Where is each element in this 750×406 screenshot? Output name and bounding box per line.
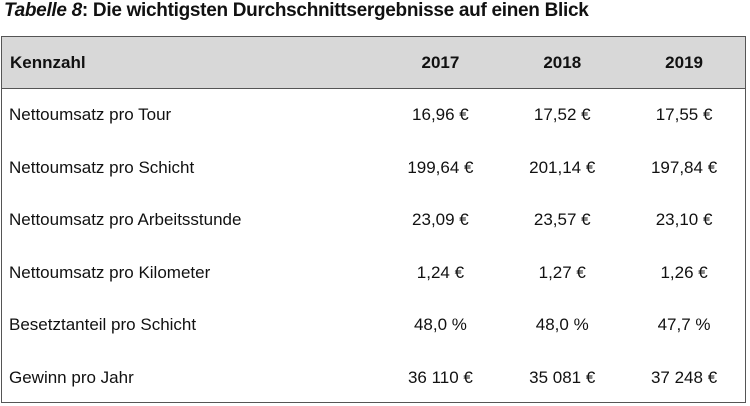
cell-2018: 1,27 € xyxy=(538,262,586,282)
caption-label: Tabelle 8 xyxy=(4,0,82,21)
cell-2018: 201,14 € xyxy=(529,157,596,177)
cell-2019: 197,84 € xyxy=(650,157,718,177)
results-table: Kennzahl 2017 2018 2019 Nettoumsatz pro … xyxy=(1,36,746,403)
cell-2017: 199,64 € xyxy=(407,157,474,177)
cell-2017: 36 110 € xyxy=(407,367,473,387)
cell-2019: 37 248 € xyxy=(650,367,718,387)
header-2019: 2019 xyxy=(665,52,703,72)
table-row: Nettoumsatz pro Schicht 199,64 € 201,14 … xyxy=(2,142,745,195)
table-row: Nettoumsatz pro Tour 16,96 € 17,52 € 17,… xyxy=(2,89,745,142)
table-row: Gewinn pro Jahr 36 110 € 35 081 € 37 248… xyxy=(2,352,745,405)
cell-2017: 1,24 € xyxy=(416,262,465,282)
header-2017: 2017 xyxy=(421,52,460,72)
header-kennzahl: Kennzahl xyxy=(10,52,86,72)
cell-2019: 17,55 € xyxy=(655,105,713,125)
cell-2017: 48,0 % xyxy=(413,315,467,335)
header-2018: 2018 xyxy=(543,52,582,72)
row-label: Nettoumsatz pro Schicht xyxy=(9,157,195,177)
cell-2018: 23,57 € xyxy=(533,210,591,230)
table-row: Nettoumsatz pro Kilometer 1,24 € 1,27 € … xyxy=(2,247,745,300)
cell-2019: 47,7 % xyxy=(657,315,711,335)
row-label: Nettoumsatz pro Arbeitsstunde xyxy=(9,210,242,230)
table-caption: Tabelle 8: Die wichtigsten Durchschnitts… xyxy=(4,0,589,22)
table-header-row: Kennzahl 2017 2018 2019 xyxy=(2,37,745,89)
caption-text: : Die wichtigsten Durchschnittsergebniss… xyxy=(81,0,589,21)
table-row: Nettoumsatz pro Arbeitsstunde 23,09 € 23… xyxy=(2,194,745,247)
cell-2019: 1,26 € xyxy=(660,262,708,282)
row-label: Nettoumsatz pro Tour xyxy=(9,105,172,125)
row-label: Gewinn pro Jahr xyxy=(9,367,134,387)
table-row: Besetztanteil pro Schicht 48,0 % 48,0 % … xyxy=(2,299,745,352)
cell-2018: 35 081 € xyxy=(529,367,596,387)
cell-2019: 23,10 € xyxy=(655,210,713,230)
row-label: Nettoumsatz pro Kilometer xyxy=(9,262,211,282)
cell-2018: 17,52 € xyxy=(533,105,591,125)
row-label: Besetztanteil pro Schicht xyxy=(9,315,197,335)
cell-2018: 48,0 % xyxy=(535,315,589,335)
cell-2017: 23,09 € xyxy=(412,210,469,230)
cell-2017: 16,96 € xyxy=(412,105,469,125)
